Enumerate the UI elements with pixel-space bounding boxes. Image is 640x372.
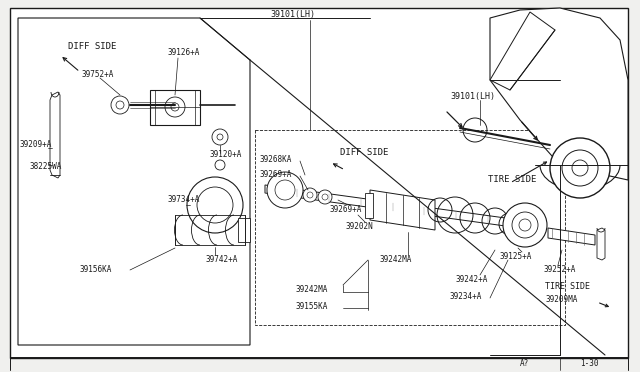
Polygon shape: [370, 190, 435, 230]
Circle shape: [171, 103, 179, 111]
Circle shape: [322, 194, 328, 200]
Text: 39202N: 39202N: [345, 222, 372, 231]
Text: 39269+A: 39269+A: [260, 170, 292, 179]
Circle shape: [197, 187, 233, 223]
Text: DIFF SIDE: DIFF SIDE: [68, 42, 116, 51]
Circle shape: [512, 212, 538, 238]
Text: 38225WA: 38225WA: [30, 162, 62, 171]
Text: 39234+A: 39234+A: [450, 292, 483, 301]
Text: 39155KA: 39155KA: [295, 302, 328, 311]
Circle shape: [503, 203, 547, 247]
Circle shape: [267, 172, 303, 208]
Bar: [365, 193, 373, 218]
Circle shape: [165, 97, 185, 117]
Circle shape: [303, 188, 317, 202]
Text: 39120+A: 39120+A: [210, 150, 243, 159]
Text: 39269+A: 39269+A: [330, 205, 362, 214]
Text: DIFF SIDE: DIFF SIDE: [340, 148, 388, 157]
Text: 39101(LH): 39101(LH): [450, 92, 495, 101]
Text: A?: A?: [520, 359, 529, 368]
Text: 39242+A: 39242+A: [455, 275, 488, 284]
Text: 39156KA: 39156KA: [80, 265, 113, 274]
Polygon shape: [490, 12, 555, 90]
Circle shape: [212, 129, 228, 145]
Circle shape: [562, 150, 598, 186]
Text: 39752+A: 39752+A: [82, 70, 115, 79]
Text: 39242MA: 39242MA: [295, 285, 328, 294]
Polygon shape: [490, 8, 628, 180]
Text: 39268KA: 39268KA: [260, 155, 292, 164]
Text: 1-30: 1-30: [580, 359, 598, 368]
Polygon shape: [597, 228, 605, 260]
Text: 39742+A: 39742+A: [205, 255, 237, 264]
Circle shape: [116, 101, 124, 109]
Text: 39209+A: 39209+A: [20, 140, 52, 149]
Text: 39734+A: 39734+A: [168, 195, 200, 204]
Circle shape: [111, 96, 129, 114]
Circle shape: [217, 134, 223, 140]
Polygon shape: [265, 185, 520, 228]
Circle shape: [572, 160, 588, 176]
Text: TIRE SIDE: TIRE SIDE: [488, 175, 536, 184]
Circle shape: [519, 219, 531, 231]
Text: 39126+A: 39126+A: [168, 48, 200, 57]
Polygon shape: [18, 18, 250, 345]
Bar: [150, 90, 200, 125]
Text: TIRE SIDE: TIRE SIDE: [545, 282, 590, 291]
Circle shape: [318, 190, 332, 204]
Circle shape: [275, 180, 295, 200]
Polygon shape: [548, 228, 595, 245]
Text: 39242MA: 39242MA: [380, 255, 412, 264]
Text: 39252+A: 39252+A: [543, 265, 575, 274]
Bar: [238, 218, 250, 242]
Bar: [255, 130, 565, 325]
Text: 39209MA: 39209MA: [545, 295, 577, 304]
Circle shape: [187, 177, 243, 233]
Text: 39125+A: 39125+A: [500, 252, 532, 261]
Circle shape: [307, 192, 313, 198]
Text: 39101(LH): 39101(LH): [270, 10, 315, 19]
Polygon shape: [50, 92, 60, 178]
Circle shape: [550, 138, 610, 198]
